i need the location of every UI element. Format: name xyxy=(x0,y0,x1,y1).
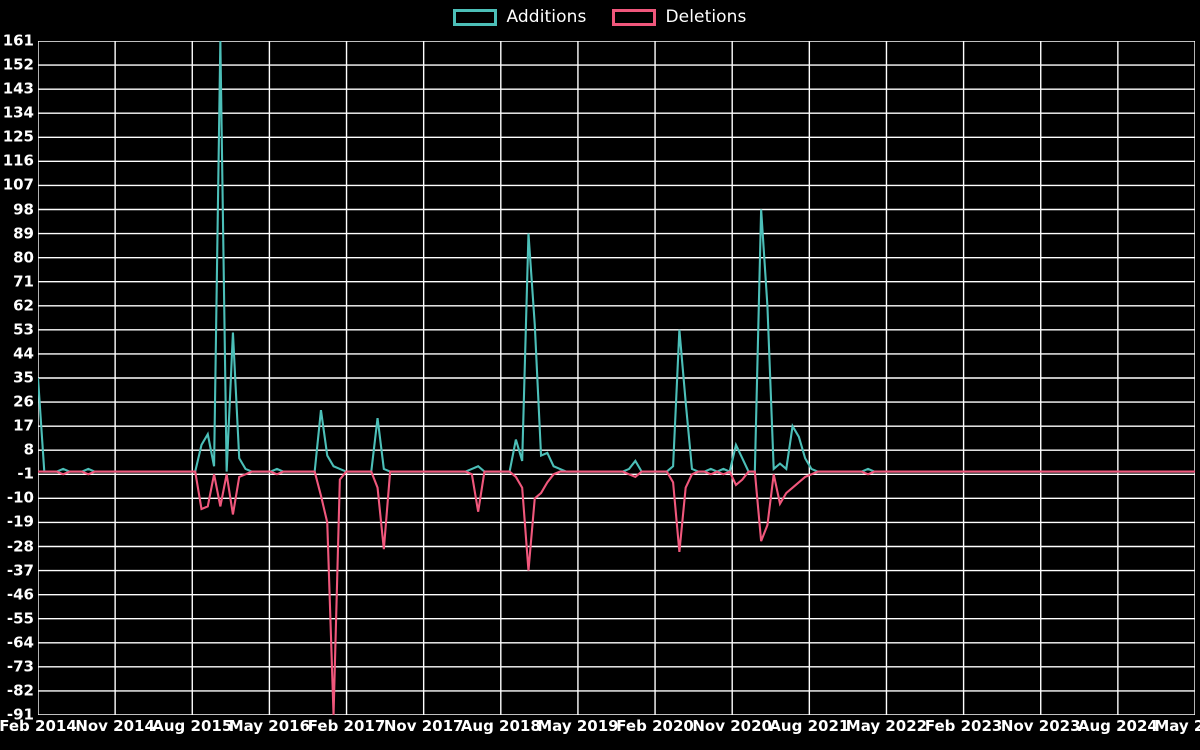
x-axis-tick-label: Nov 2023 xyxy=(1000,717,1081,735)
x-axis-tick-label: May 2025 xyxy=(1154,717,1200,735)
y-axis-tick-label: 53 xyxy=(13,320,34,339)
y-axis-tick-label: -73 xyxy=(6,657,34,676)
series-swatch-icon xyxy=(612,8,657,26)
y-axis-tick-label: 152 xyxy=(2,55,34,74)
x-axis-tick-label: May 2016 xyxy=(228,717,311,735)
plot-area xyxy=(38,41,1195,715)
x-axis-tick-label: Nov 2020 xyxy=(692,717,772,735)
y-axis-tick-label: -82 xyxy=(6,681,34,700)
series-line-deletions xyxy=(38,470,1195,715)
horizontal-gridlines xyxy=(38,41,1195,715)
x-axis-tick-labels: Feb 2014 Nov 2014 Aug 2015 May 2016 Feb 2017… xyxy=(0,719,1200,747)
legend-item-additions[interactable]: Additions xyxy=(453,6,587,27)
legend-label-additions: Additions xyxy=(506,6,587,27)
x-axis-tick-label: Aug 2021 xyxy=(769,717,850,735)
x-axis-tick-label: Feb 2023 xyxy=(924,717,1003,735)
y-axis-tick-label: 143 xyxy=(2,79,34,98)
series-line-additions xyxy=(38,41,1195,474)
x-axis-tick-label: Aug 2024 xyxy=(1077,717,1158,735)
y-axis-tick-label: 89 xyxy=(13,224,34,243)
y-axis-tick-label: 44 xyxy=(13,344,34,363)
y-axis-tick-label: 161 xyxy=(2,31,34,50)
y-axis-tick-label: 116 xyxy=(2,151,34,170)
y-axis-tick-label: 26 xyxy=(13,392,34,411)
x-axis-tick-label: May 2022 xyxy=(845,717,928,735)
y-axis-tick-label: -1 xyxy=(17,464,34,483)
y-axis-tick-label: -64 xyxy=(6,633,34,652)
y-axis-tick-label: 134 xyxy=(2,103,34,122)
series-swatch-icon xyxy=(453,8,498,26)
x-axis-tick-label: Nov 2017 xyxy=(383,717,464,735)
y-axis-tick-label: 17 xyxy=(13,416,34,435)
legend-label-deletions: Deletions xyxy=(665,6,747,27)
y-axis-tick-label: -28 xyxy=(6,537,34,555)
y-axis-tick-label: -19 xyxy=(6,512,34,531)
x-axis-tick-label: May 2019 xyxy=(537,717,619,735)
legend-item-deletions[interactable]: Deletions xyxy=(612,6,747,27)
chart-plot-svg xyxy=(38,41,1195,715)
y-axis-tick-label: -55 xyxy=(6,609,34,628)
x-axis-tick-label: Aug 2015 xyxy=(152,717,233,735)
y-axis-tick-label: -46 xyxy=(6,585,34,604)
y-axis-tick-label: 35 xyxy=(13,368,34,387)
y-axis-tick-label: 62 xyxy=(13,296,34,315)
y-axis-tick-label: -91 xyxy=(6,705,34,724)
x-axis-tick-label: Feb 2017 xyxy=(307,717,386,735)
y-axis-tick-label: 71 xyxy=(13,272,34,291)
y-axis-tick-label: -37 xyxy=(6,561,34,580)
x-axis-tick-label: Aug 2018 xyxy=(460,717,541,735)
chart-legend: Additions Deletions xyxy=(0,0,1200,34)
y-axis-tick-label: 125 xyxy=(2,127,34,146)
y-axis-tick-label: 98 xyxy=(13,200,34,218)
y-axis-tick-label: 107 xyxy=(2,175,34,194)
x-axis-tick-label: Nov 2014 xyxy=(75,717,155,735)
y-axis-tick-label: 8 xyxy=(23,440,34,459)
x-axis-tick-label: Feb 2020 xyxy=(616,717,694,735)
y-axis-tick-label: -10 xyxy=(6,488,34,507)
vertical-gridlines xyxy=(38,41,1195,715)
y-axis-tick-label: 80 xyxy=(13,248,34,267)
y-axis-tick-labels: 161 152 143 134 125 116 107 98 89 80 71 62 53 44 35 26 1… xyxy=(0,33,36,722)
x-axis-tick-label: Feb 2014 xyxy=(0,717,77,735)
